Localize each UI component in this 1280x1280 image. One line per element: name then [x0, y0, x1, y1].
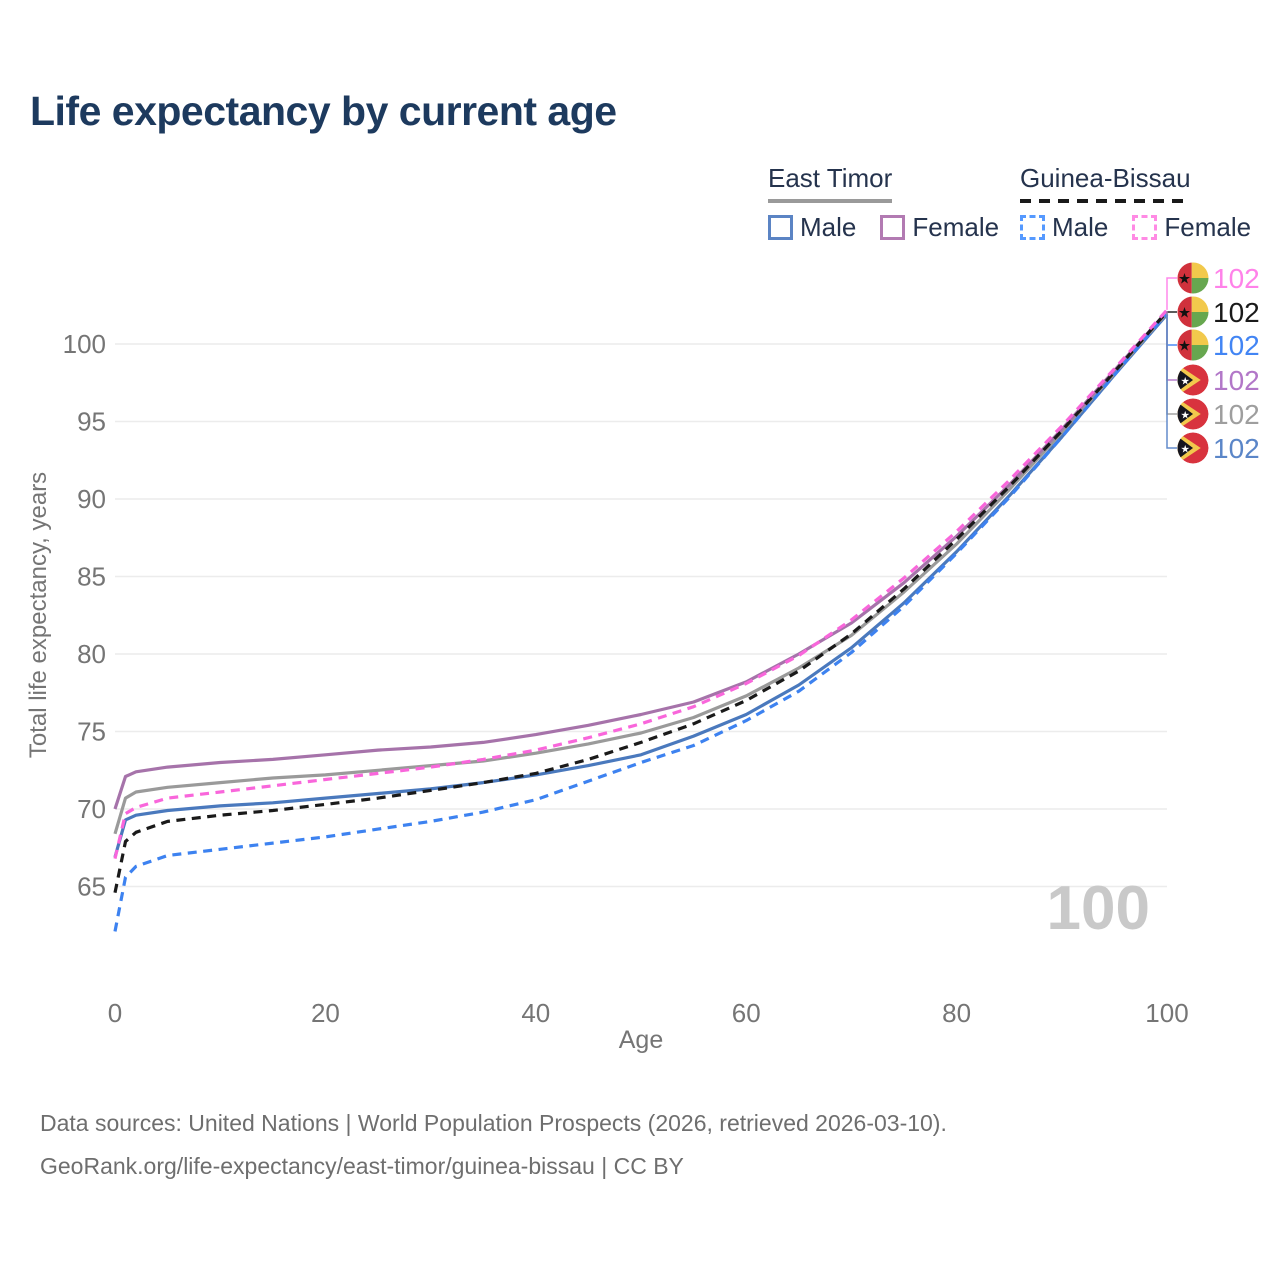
legend-country-guinea-bissau: Guinea-Bissau — [1020, 163, 1191, 203]
end-label-connector — [1166, 314, 1177, 449]
dashed-line-swatch-icon — [1132, 215, 1158, 240]
guinea-bissau-flag-icon: ★ — [1177, 262, 1209, 294]
svg-text:★: ★ — [1178, 271, 1191, 287]
footer: Data sources: United Nations | World Pop… — [40, 1102, 947, 1187]
x-tick-label: 20 — [311, 998, 340, 1028]
end-label-connector — [1166, 277, 1177, 310]
east-timor-flag-icon: ★ — [1177, 398, 1209, 430]
legend-items-guinea-bissau: Male Female — [1020, 212, 1251, 243]
legend-item-label: Male — [800, 212, 857, 242]
svg-text:★: ★ — [1178, 305, 1191, 321]
legend-items-east-timor: Male Female — [768, 212, 999, 243]
legend-country-label: East Timor — [768, 163, 893, 193]
series-line-east-timor-male[interactable] — [113, 313, 1169, 858]
legend-group-guinea-bissau: Guinea-Bissau Male Female — [1020, 163, 1251, 243]
series-end-value-guinea-bissau-total: 102 — [1213, 297, 1260, 328]
y-tick-label: 75 — [77, 717, 106, 747]
legend-country-east-timor: East Timor — [768, 163, 893, 203]
series-line-guinea-bissau-total[interactable] — [113, 310, 1169, 894]
series-end-value-east-timor-total: 102 — [1213, 399, 1260, 430]
legend-item-label: Male — [1052, 212, 1109, 242]
series-end-value-guinea-bissau-female: 102 — [1213, 263, 1260, 294]
x-tick-label: 100 — [1145, 998, 1188, 1028]
svg-text:★: ★ — [1181, 409, 1191, 421]
legend-underline-0 — [768, 199, 893, 203]
legend-item-label: Female — [912, 212, 1000, 242]
y-tick-label: 85 — [77, 562, 106, 592]
y-tick-label: 95 — [77, 407, 106, 437]
series-line-east-timor-total[interactable] — [113, 311, 1169, 835]
series-line-guinea-bissau-female[interactable] — [113, 308, 1169, 859]
x-tick-label: 0 — [108, 998, 122, 1028]
age-watermark: 100 — [1046, 874, 1150, 943]
east-timor-flag-icon: ★ — [1177, 432, 1209, 464]
legend-underline-1 — [1020, 199, 1191, 203]
svg-text:★: ★ — [1178, 338, 1191, 354]
x-tick-label: 40 — [521, 998, 550, 1028]
end-label-connector — [1166, 313, 1177, 415]
series-line-east-timor-female[interactable] — [113, 310, 1169, 810]
legend-item-guinea-bissau-male[interactable]: Male — [1020, 212, 1108, 243]
legend-item-east-timor-female[interactable]: Female — [880, 212, 999, 243]
series-end-value-east-timor-female: 102 — [1213, 365, 1260, 396]
guinea-bissau-flag-icon: ★ — [1177, 296, 1209, 328]
series-end-value-guinea-bissau-male: 102 — [1213, 330, 1260, 361]
footer-data-sources: Data sources: United Nations | World Pop… — [40, 1110, 947, 1136]
solid-line-swatch-icon — [768, 215, 793, 240]
y-tick-label: 80 — [77, 639, 106, 669]
x-tick-label: 60 — [732, 998, 761, 1028]
svg-text:★: ★ — [1181, 375, 1191, 387]
series-end-value-east-timor-male: 102 — [1213, 433, 1260, 464]
series-line-guinea-bissau-male[interactable] — [113, 311, 1169, 932]
y-axis-title: Total life expectancy, years — [25, 472, 52, 758]
y-tick-label: 65 — [77, 872, 106, 902]
x-tick-label: 80 — [942, 998, 971, 1028]
legend-item-guinea-bissau-female[interactable]: Female — [1132, 212, 1251, 243]
east-timor-flag-icon: ★ — [1177, 364, 1209, 396]
page-title: Life expectancy by current age — [30, 88, 617, 134]
legend-item-label: Female — [1164, 212, 1252, 242]
dashed-line-swatch-icon — [1020, 215, 1045, 240]
legend-group-east-timor: East Timor Male Female — [768, 163, 999, 243]
solid-line-swatch-icon — [880, 215, 906, 240]
end-label-connector — [1166, 313, 1177, 346]
svg-text:★: ★ — [1181, 443, 1191, 455]
end-label-connector — [1166, 311, 1177, 313]
y-tick-label: 100 — [63, 329, 106, 359]
y-tick-label: 90 — [77, 484, 106, 514]
y-tick-label: 70 — [77, 794, 106, 824]
x-axis-title: Age — [619, 1026, 663, 1054]
footer-attribution: GeoRank.org/life-expectancy/east-timor/g… — [40, 1152, 684, 1179]
legend-country-label: Guinea-Bissau — [1020, 163, 1191, 193]
legend-item-east-timor-male[interactable]: Male — [768, 212, 856, 243]
